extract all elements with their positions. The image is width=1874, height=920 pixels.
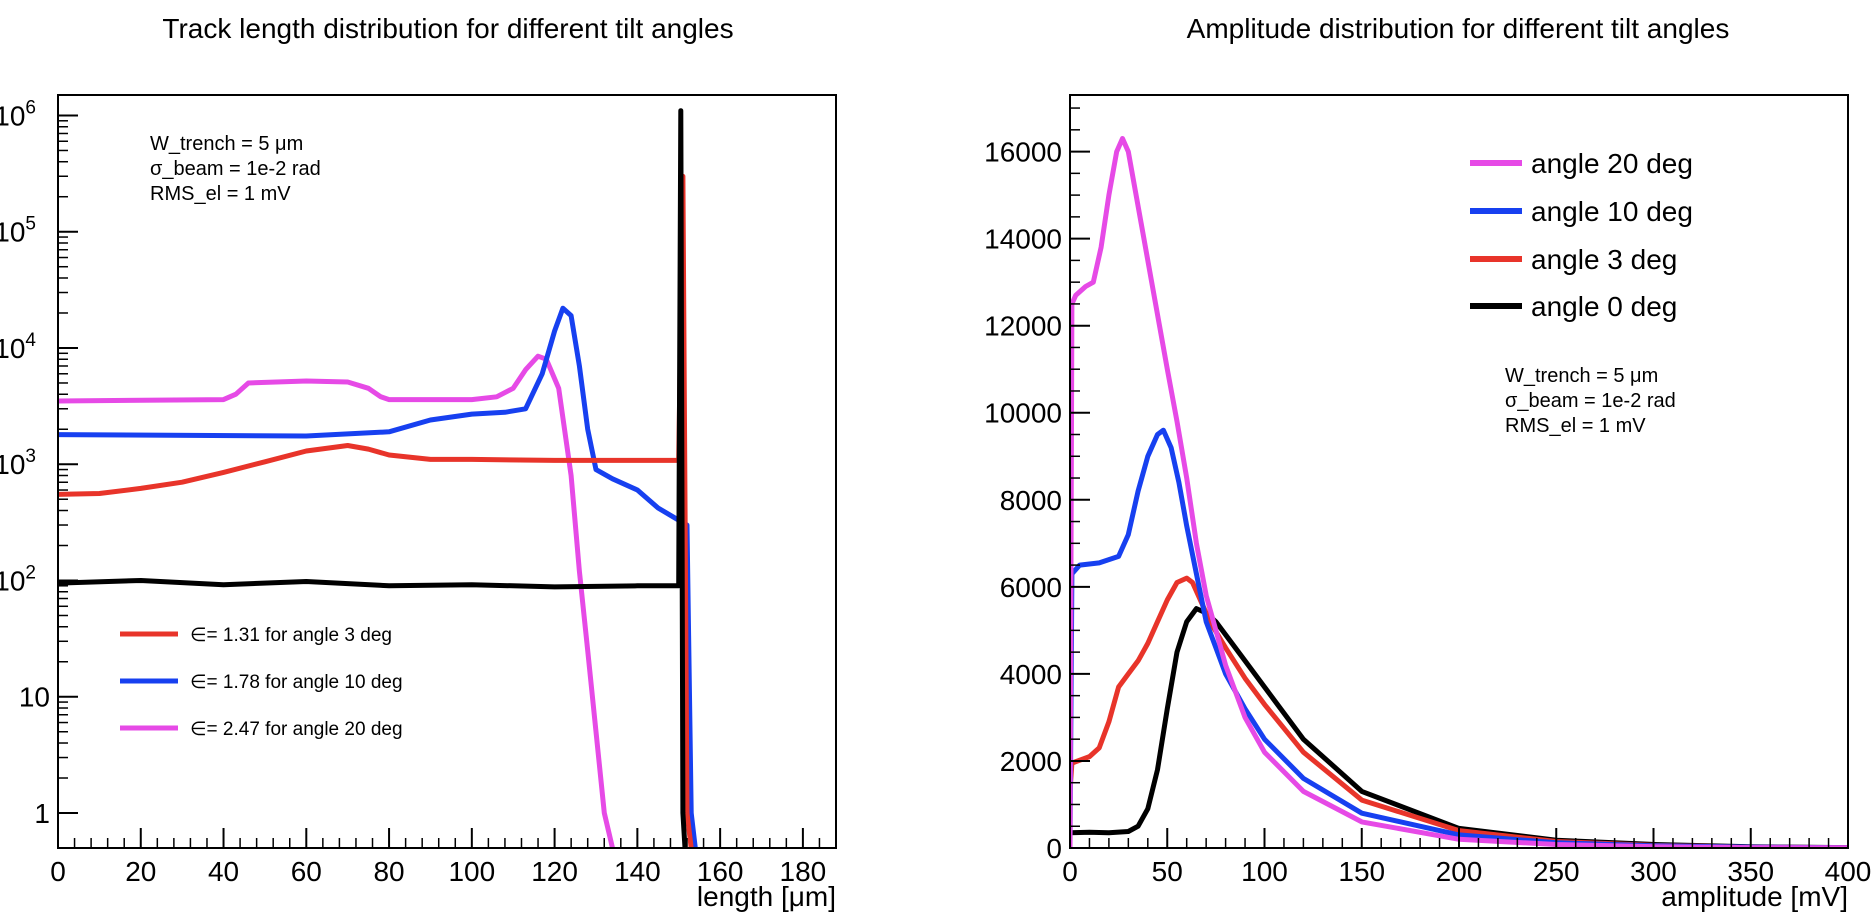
right-y-tick-label: 6000 [1000, 572, 1062, 603]
left-y-tick-label: 106 [0, 97, 36, 131]
left-legend-label: ∈= 1.78 for angle 10 deg [190, 672, 403, 693]
right-legend-label: angle 20 deg [1531, 148, 1693, 179]
right-y-tick-label: 0 [1046, 833, 1062, 864]
left-x-tick-label: 60 [291, 856, 322, 887]
right-y-tick-label: 16000 [984, 137, 1062, 168]
left-x-tick-label: 20 [125, 856, 156, 887]
right-chart-title: Amplitude distribution for different til… [1187, 13, 1730, 44]
right-series-group [1070, 136, 1848, 848]
left-legend-label: ∈= 2.47 for angle 20 deg [190, 719, 403, 740]
left-series-line [58, 305, 698, 848]
left-annotation-line: RMS_el = 1 mV [150, 183, 291, 205]
left-x-tick-label: 40 [208, 856, 239, 887]
right-x-axis-label: amplitude [mV] [1661, 881, 1848, 912]
right-y-tick-label: 2000 [1000, 746, 1062, 777]
left-y-tick-label: 105 [0, 214, 36, 248]
right-legend-label: angle 3 deg [1531, 244, 1677, 275]
left-y-tick-label: 103 [0, 446, 36, 480]
left-y-tick-label: 1 [34, 798, 50, 829]
right-x-tick-label: 250 [1533, 856, 1580, 887]
right-legend-label: angle 10 deg [1531, 196, 1693, 227]
left-x-tick-label: 120 [531, 856, 578, 887]
right-y-tick-label: 4000 [1000, 659, 1062, 690]
right-x-tick-label: 50 [1152, 856, 1183, 887]
left-plot-area: 0 20 40 60 80 100 120 140 160 180 1 10 102 103 104 105 1… [0, 94, 837, 887]
right-x-tick-label: 0 [1062, 856, 1078, 887]
left-y-tick-label: 104 [0, 330, 36, 364]
right-annotation-line: RMS_el = 1 mV [1505, 415, 1646, 437]
left-x-tick-label: 100 [448, 856, 495, 887]
left-annotation-line: W_trench = 5 μm [150, 133, 303, 155]
right-y-tick-label: 14000 [984, 224, 1062, 255]
right-legend: angle 20 deg angle 10 deg angle 3 deg an… [1470, 148, 1693, 322]
right-x-tick-label: 300 [1630, 856, 1677, 887]
right-x-tick-label: 400 [1825, 856, 1872, 887]
right-series-line [1070, 575, 1848, 848]
left-series-line [58, 353, 615, 848]
left-annotation: W_trench = 5 μm σ_beam = 1e-2 rad RMS_el… [150, 133, 321, 205]
right-x-tick-label: 350 [1727, 856, 1774, 887]
right-x-tick-label: 100 [1241, 856, 1288, 887]
right-plot-area: 0 50 100 150 200 250 300 350 4000200040006000800… [984, 94, 1872, 887]
left-x-tick-label: 140 [614, 856, 661, 887]
left-series-group [58, 108, 698, 848]
right-annotation-line: W_trench = 5 μm [1505, 365, 1658, 387]
left-series-line [58, 108, 688, 848]
left-x-tick-label: 180 [780, 856, 827, 887]
right-annotation-line: σ_beam = 1e-2 rad [1505, 390, 1676, 412]
track-length-panel: Track length distribution for different … [0, 13, 837, 912]
left-x-tick-label: 80 [373, 856, 404, 887]
right-series-line [1070, 136, 1848, 848]
left-x-tick-label: 160 [697, 856, 744, 887]
left-x-axis-label: length [μm] [697, 881, 836, 912]
left-y-tick-label: 10 [19, 682, 50, 713]
right-legend-label: angle 0 deg [1531, 291, 1677, 322]
amplitude-panel: Amplitude distribution for different til… [984, 13, 1871, 912]
left-y-tick-label: 102 [0, 562, 36, 596]
left-x-tick-label: 0 [50, 856, 66, 887]
left-plot-frame [57, 94, 837, 849]
left-legend: ∈= 1.31 for angle 3 deg ∈= 1.78 for angl… [120, 625, 403, 740]
right-x-tick-label: 200 [1436, 856, 1483, 887]
right-series-line [1070, 427, 1848, 848]
right-x-tick-label: 150 [1338, 856, 1385, 887]
right-annotation: W_trench = 5 μm σ_beam = 1e-2 rad RMS_el… [1505, 365, 1676, 437]
right-series-line [1070, 606, 1848, 848]
left-annotation-line: σ_beam = 1e-2 rad [150, 158, 321, 180]
right-y-tick-label: 8000 [1000, 485, 1062, 516]
right-y-tick-label: 10000 [984, 398, 1062, 429]
right-y-tick-label: 12000 [984, 311, 1062, 342]
left-chart-title: Track length distribution for different … [162, 13, 733, 44]
left-legend-label: ∈= 1.31 for angle 3 deg [190, 625, 392, 646]
